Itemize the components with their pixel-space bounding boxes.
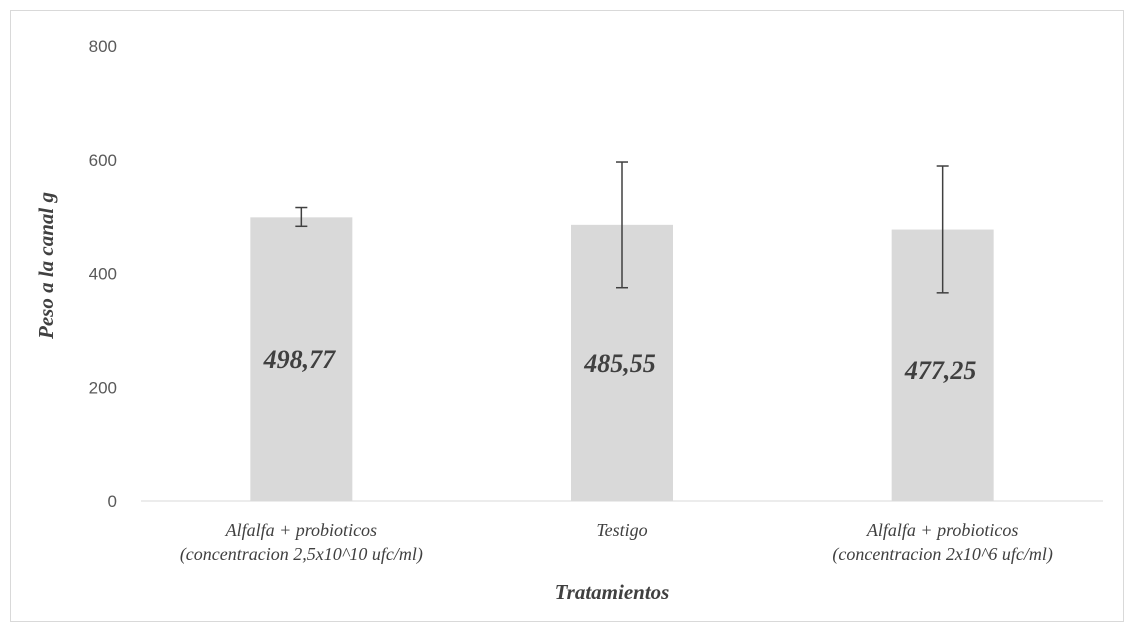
category-labels: Alfalfa + probioticos (concentracion 2,5x…	[180, 520, 1053, 565]
x-category-label: Alfalfa + probioticos	[866, 520, 1018, 540]
y-tick-label: 600	[89, 151, 117, 170]
error-bar	[616, 161, 628, 289]
x-category-label: Testigo	[596, 520, 647, 540]
data-labels: 498,77 485,55 477,25	[263, 345, 977, 385]
bar-chart: 0 200 400 600 800 498,77 485,55 477,25 Alfalfa…	[34, 37, 1103, 604]
y-tick-label: 800	[89, 37, 117, 56]
error-bar	[936, 165, 949, 294]
x-axis-title: Tratamientos	[555, 580, 670, 604]
y-tick-label: 200	[89, 378, 117, 397]
data-label: 477,25	[904, 356, 977, 385]
error-bars	[295, 161, 949, 294]
error-bar	[295, 206, 308, 228]
x-category-label: (concentracion 2x10^6 ufc/ml)	[832, 544, 1053, 565]
data-label: 485,55	[583, 349, 656, 378]
bar	[250, 217, 353, 501]
y-tick-label: 400	[89, 265, 117, 284]
chart-frame: 0 200 400 600 800 498,77 485,55 477,25 Alfalfa…	[10, 10, 1124, 622]
y-tick-label: 0	[108, 492, 117, 511]
x-category-label: Alfalfa + probioticos	[225, 520, 377, 540]
x-category-label: (concentracion 2,5x10^10 ufc/ml)	[180, 544, 423, 565]
y-axis-title: Peso a la canal g	[34, 192, 58, 340]
y-axis-ticks: 0 200 400 600 800	[89, 37, 117, 511]
data-label: 498,77	[263, 345, 337, 374]
